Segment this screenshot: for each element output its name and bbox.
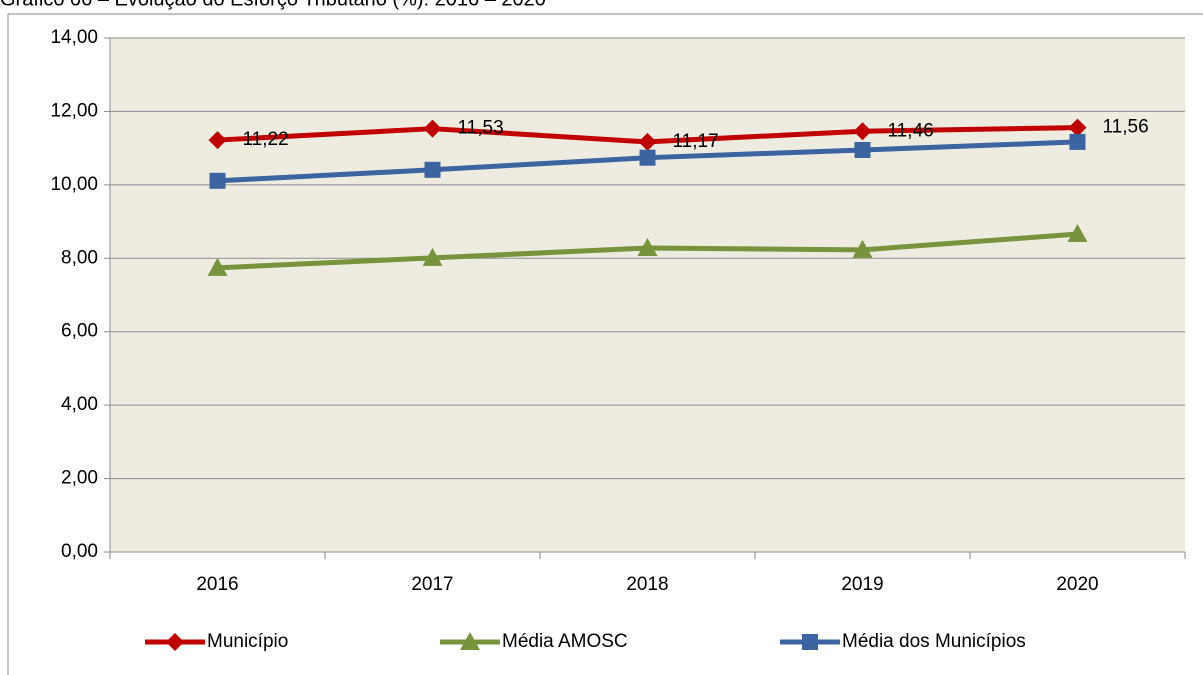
legend-label: Município [207, 631, 288, 652]
y-tick-label: 10,00 [50, 174, 98, 195]
point [637, 238, 658, 257]
point [853, 122, 872, 141]
chart-title: Gráfico 06 – Evolução do Esforço Tributá… [0, 0, 546, 10]
data-label: 11,22 [243, 129, 289, 150]
point [424, 161, 441, 178]
y-tick-label: 14,00 [50, 27, 98, 48]
legend-marker [802, 634, 818, 650]
x-tick-label: 2020 [1056, 574, 1098, 595]
point [638, 132, 657, 151]
point [208, 131, 227, 150]
x-tick-label: 2019 [841, 574, 883, 595]
plot-area [110, 38, 1185, 552]
y-tick-label: 6,00 [61, 321, 98, 342]
data-label: 11,46 [888, 120, 934, 141]
point [852, 239, 873, 258]
data-label: 11,17 [673, 131, 719, 152]
legend-marker [460, 632, 480, 650]
point [422, 247, 443, 266]
legend-label: Média AMOSC [502, 631, 628, 652]
x-tick-label: 2018 [626, 574, 668, 595]
legend-marker [166, 633, 184, 651]
legend-label: Média dos Municípios [842, 631, 1026, 652]
point [1068, 118, 1087, 137]
y-tick-label: 2,00 [61, 468, 98, 489]
point [1069, 133, 1086, 150]
data-label: 11,56 [1103, 117, 1149, 138]
point [854, 141, 871, 158]
y-tick-label: 8,00 [61, 247, 98, 268]
data-label: 11,53 [458, 118, 504, 139]
x-tick-label: 2017 [411, 574, 453, 595]
y-tick-label: 0,00 [61, 541, 98, 562]
x-tick-label: 2016 [196, 574, 238, 595]
point [639, 149, 656, 166]
y-tick-label: 12,00 [50, 100, 98, 121]
y-tick-label: 4,00 [61, 394, 98, 415]
point [423, 119, 442, 138]
point [209, 172, 226, 189]
point [207, 257, 228, 276]
point [1067, 224, 1088, 243]
